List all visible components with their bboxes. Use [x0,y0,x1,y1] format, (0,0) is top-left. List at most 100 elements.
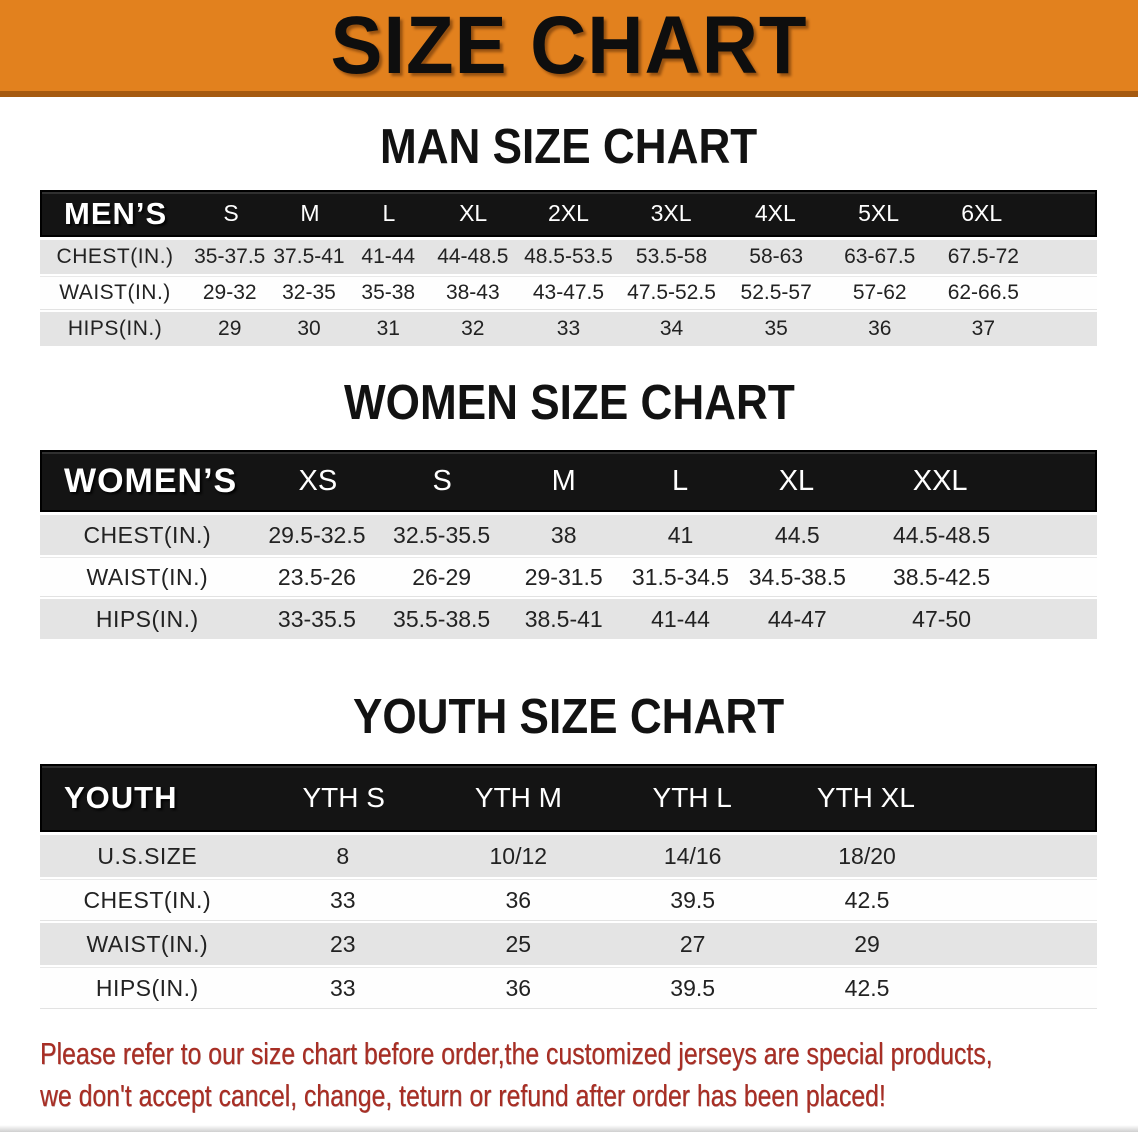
size-value: 37.5-41 [273,245,345,268]
youth-measurement-row: HIPS(IN.) 33 36 39.5 42.5 [40,967,1097,1009]
size-value: 35.5-38.5 [393,605,491,632]
youth-section-title: YOUTH SIZE CHART [0,692,1138,742]
men-measurement-row: HIPS(IN.) 29 30 31 32 33 34 35 36 37 [40,312,1097,346]
size-value: 38.5-41 [524,605,603,632]
men-size-column-header: XL [459,200,488,226]
size-value: 35-38 [361,281,416,304]
size-value: 33 [330,974,356,1001]
row-label: CHEST(IN.) [83,521,212,548]
women-table-header-label: WOMEN’S [64,461,238,500]
size-value: 35-37.5 [194,245,266,268]
size-value: 36 [505,886,532,913]
size-value: 29-32 [202,281,257,304]
size-value: 32 [461,317,485,340]
size-value: 30 [297,317,321,340]
size-value: 41-44 [361,245,416,268]
disclaimer-line-1: Please refer to our size chart before or… [40,1036,993,1071]
size-value: 42.5 [844,974,890,1001]
women-measurement-row: CHEST(IN.) 29.5-32.5 32.5-35.5 38 41 44.5 44.5… [40,515,1097,555]
size-value: 29 [854,930,880,957]
size-value: 67.5-72 [947,245,1019,268]
women-size-column-header: XS [298,464,338,497]
size-value: 32-35 [282,281,336,304]
size-value: 43-47.5 [532,281,605,304]
size-value: 25 [505,930,532,957]
header-spacer-cell [1034,192,1095,235]
size-value: 18/20 [838,842,896,869]
row-label: WAIST(IN.) [86,930,209,957]
row-spacer-cell [1036,240,1097,274]
men-size-table: MEN’S S M L XL 2XL 3XL 4XL 5XL 6XL CHEST(IN.) 35-37… [40,190,1097,346]
women-size-column-header: S [432,464,452,497]
row-spacer-cell [1026,515,1097,555]
men-size-column-header: 2XL [547,200,589,226]
size-value: 33 [330,886,356,913]
youth-measurement-row: WAIST(IN.) 23 25 27 29 [40,923,1097,965]
header-spacer-cell [953,766,1095,830]
women-section-title: WOMEN SIZE CHART [0,378,1138,428]
size-value: 47-50 [912,605,971,632]
size-value: 32.5-35.5 [393,521,491,548]
women-size-column-header: XL [778,464,815,497]
size-value: 63-67.5 [844,245,916,268]
men-measurement-row: WAIST(IN.) 29-32 32-35 35-38 38-43 43-47.5 47.… [40,276,1097,310]
page-title: SIZE CHART [318,4,820,87]
women-size-column-header: L [672,464,689,497]
row-label: WAIST(IN.) [59,281,171,304]
size-value: 53.5-58 [635,245,708,268]
row-spacer-cell [954,968,1097,1008]
size-value: 33 [556,317,581,340]
row-label: U.S.SIZE [97,842,198,869]
youth-size-table: YOUTH YTH S YTH M YTH L YTH XL U.S.SIZE 8 10/12… [40,764,1097,1009]
size-value: 23.5-26 [277,563,356,590]
bottom-edge-fade [0,1125,1138,1132]
row-label: HIPS(IN.) [95,605,199,632]
women-size-column-header: M [551,464,576,497]
size-value: 58-63 [749,245,804,268]
row-spacer-cell [954,835,1097,877]
women-size-chart-section: WOMEN SIZE CHART WOMEN’S XS S M L XL XXL CHEST(… [0,378,1138,639]
size-value: 31 [376,317,400,340]
size-value: 44.5-48.5 [892,521,991,548]
size-value: 38 [550,521,577,548]
size-value: 29.5-32.5 [268,521,366,548]
row-spacer-cell [954,880,1097,920]
youth-measurement-row: U.S.SIZE 8 10/12 14/16 18/20 [40,835,1097,877]
size-value: 31.5-34.5 [631,563,730,590]
women-size-table: WOMEN’S XS S M L XL XXL CHEST(IN.) 29.5-32.5 32.5… [40,450,1097,639]
men-section-title: MAN SIZE CHART [0,122,1138,172]
size-value: 38-43 [445,281,500,304]
size-value: 41-44 [651,605,710,632]
row-spacer-cell [1036,312,1097,346]
size-value: 44-48.5 [437,245,509,268]
row-spacer-cell [954,923,1097,965]
youth-table-header-label: YOUTH [64,780,178,815]
size-value: 62-66.5 [947,281,1019,304]
men-table-header-label: MEN’S [64,195,168,231]
row-label: CHEST(IN.) [56,245,174,268]
size-value: 52.5-57 [740,281,812,304]
size-value: 34 [659,317,684,340]
row-label: HIPS(IN.) [95,974,199,1001]
size-value: 38.5-42.5 [892,563,991,590]
youth-size-column-header: YTH S [302,782,385,813]
men-section-title-text: MAN SIZE CHART [380,120,758,174]
disclaimer: Please refer to our size chart before or… [40,1033,1138,1117]
size-value: 29 [218,317,242,340]
youth-size-column-header: YTH L [652,782,732,813]
youth-size-chart-section: YOUTH SIZE CHART YOUTH YTH S YTH M YTH L YTH… [0,692,1138,1009]
women-measurement-row: WAIST(IN.) 23.5-26 26-29 29-31.5 31.5-34.5 34… [40,557,1097,597]
men-size-column-header: L [382,200,396,226]
youth-section-title-text: YOUTH SIZE CHART [353,690,785,744]
row-spacer-cell [1026,558,1097,596]
size-value: 36 [868,317,892,340]
size-value: 39.5 [670,886,716,913]
men-size-column-header: 6XL [961,200,1003,226]
size-value: 44-47 [767,605,827,632]
size-value: 44.5 [774,521,820,548]
header-spacer-cell [1024,452,1095,510]
women-size-column-header: XXL [912,464,968,497]
youth-table-header-row: YOUTH YTH S YTH M YTH L YTH XL [40,764,1097,832]
size-value: 35 [764,317,788,340]
